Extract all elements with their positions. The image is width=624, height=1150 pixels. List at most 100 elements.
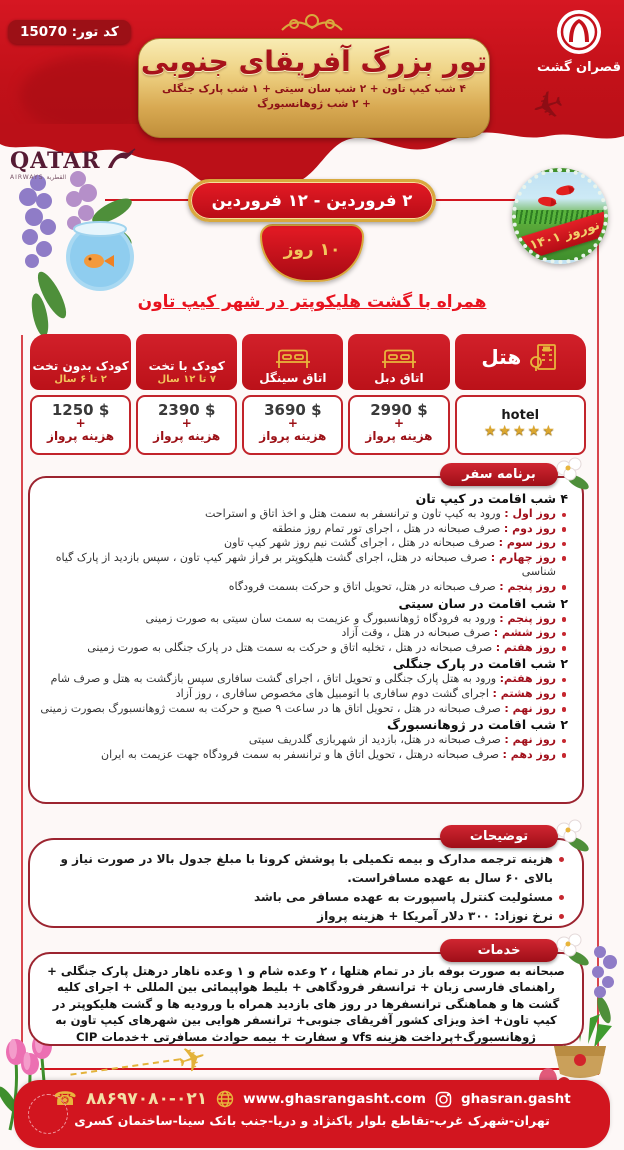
flight-cost-note: هزینه پرواز xyxy=(365,429,433,443)
column-header-single-room: اتاق سینگل xyxy=(242,334,344,390)
airplane-trail xyxy=(70,1058,180,1076)
phone-number[interactable]: ۸۸۶۹۷۰۸۰-۰۲۱ xyxy=(85,1089,208,1109)
agency-logo-icon xyxy=(557,10,601,54)
price-table: هتل hotel ★★★★★ اتاق دبل xyxy=(30,334,586,455)
side-line-left xyxy=(21,335,23,1045)
itinerary-day: روز نهم : صرف صبحانه در هتل ، تحویل اتاق… xyxy=(40,702,568,717)
itinerary-group-title: ۴ شب اقامت در کیپ تان xyxy=(415,491,568,506)
itinerary-section: برنامه سفر ۴ شب اقامت در کیپ تان روز اول… xyxy=(28,457,589,804)
flower-icon xyxy=(556,819,589,852)
hotel-name: hotel xyxy=(501,408,540,423)
tour-subtitle-line1: ۴ شب کیپ تاون + ۲ شب سان سیتی + ۱ شب پار… xyxy=(162,83,466,95)
website-link[interactable]: www.ghasrangasht.com xyxy=(243,1091,426,1107)
child-with-bed-age: ۷ تا ۱۲ سال xyxy=(157,374,216,385)
price-child-nobed: 1250 $ xyxy=(51,401,110,419)
flight-cost-note: هزینه پرواز xyxy=(259,429,327,443)
note-item: نرخ نوزاد: ۳۰۰ دلار آمریکا + هزینه پرواز xyxy=(42,907,566,926)
star-rating: ★★★★★ xyxy=(483,423,557,439)
column-header-child-no-bed: کودک بدون تخت ۲ تا ۶ سال xyxy=(30,334,132,390)
tour-title: تور بزرگ آفریقای جنوبی xyxy=(140,45,488,78)
plus-sign: + xyxy=(287,416,298,430)
agency-name: قصران گشت xyxy=(536,60,622,75)
footer-divider-line xyxy=(40,1068,584,1070)
itinerary-day: روز دهم : صرف صبحانه درهتل ، تحویل اتاق … xyxy=(40,748,568,763)
itinerary-day: روز هفتم: ورود به هتل پارک جنگلی و تحویل… xyxy=(40,672,568,687)
side-line-right xyxy=(597,233,599,1075)
notes-section: توضیحات هزینه ترجمه مدارک و بیمه تکمیلی … xyxy=(28,819,589,928)
notes-box: هزینه ترجمه مدارک و بیمه تکمیلی با پوشش … xyxy=(28,838,584,928)
plus-sign: + xyxy=(181,416,192,430)
table-column-double: اتاق دبل 2990 $ + هزینه پرواز xyxy=(348,334,450,455)
price-cell-double: 2990 $ + هزینه پرواز xyxy=(348,395,450,455)
itinerary-day: روز سوم : صرف صبحانه در هتل ، اجرای گشت … xyxy=(40,536,568,551)
itinerary-day: روز اول : ورود به کیپ تاون و ترانسفر به … xyxy=(40,507,568,522)
hotel-name-cell: hotel ★★★★★ xyxy=(454,395,586,455)
qatar-airways-subtext: AIRWAYS القطرية xyxy=(10,174,67,181)
child-with-bed-label: کودک با تخت xyxy=(148,359,225,373)
tour-code-badge: کد تور: 15070 xyxy=(8,20,131,44)
flower-icon xyxy=(556,457,589,490)
globe-icon xyxy=(216,1090,234,1108)
bed-icon xyxy=(381,349,416,368)
price-cell-child-bed: 2390 $ + هزینه پرواز xyxy=(136,395,238,455)
itinerary-day: روز دوم : صرف صبحانه در هتل ، اجرای تور … xyxy=(40,522,568,537)
price-double: 2990 $ xyxy=(370,401,428,419)
qatar-airways-logo: QATAR AIRWAYS القطرية xyxy=(10,148,140,181)
itinerary-box: ۴ شب اقامت در کیپ تان روز اول : ورود به … xyxy=(28,476,584,804)
flight-cost-note: هزینه پرواز xyxy=(153,429,221,443)
spring-flowers-decoration xyxy=(19,171,134,335)
tour-subtitle: ۴ شب کیپ تاون + ۲ شب سان سیتی + ۱ شب پار… xyxy=(139,82,489,112)
column-header-hotel: هتل xyxy=(454,334,586,390)
title-banner: تور بزرگ آفریقای جنوبی ۴ شب کیپ تاون + ۲… xyxy=(138,38,490,138)
hotel-header-label: هتل xyxy=(481,345,522,369)
itinerary-day: روز پنجم : صرف صبحانه در هتل، تحویل اتاق… xyxy=(40,580,568,595)
plus-sign: + xyxy=(75,416,86,430)
table-column-hotel: هتل hotel ★★★★★ xyxy=(454,334,586,455)
oryx-icon xyxy=(108,148,136,168)
dashed-circle-decoration xyxy=(28,1094,68,1134)
child-no-bed-label: کودک بدون تخت xyxy=(32,359,129,373)
address: تهران-شهرک غرب-تقاطع بلوار پاکنژاد و دری… xyxy=(74,1113,550,1128)
column-header-double-room: اتاق دبل xyxy=(348,334,450,390)
note-item: هزینه ترجمه مدارک و بیمه تکمیلی با پوشش … xyxy=(42,850,566,888)
itinerary-day: روز ششم : صرف صبحانه در هتل ، وقت آزاد xyxy=(40,626,568,641)
itinerary-badge: برنامه سفر xyxy=(440,463,558,486)
table-column-child-bed: کودک با تخت ۷ تا ۱۲ سال 2390 $ + هزینه پ… xyxy=(136,334,238,455)
contact-row: ☎ ۸۸۶۹۷۰۸۰-۰۲۱ www.ghasrangasht.com ghas… xyxy=(14,1089,610,1109)
header-wave-edge xyxy=(0,124,624,192)
header-ornament xyxy=(281,14,343,31)
instagram-handle[interactable]: ghasran.gasht xyxy=(460,1091,571,1107)
goldfish-icon xyxy=(537,195,557,208)
bed-icon xyxy=(275,349,310,368)
notes-badge: توضیحات xyxy=(440,825,558,848)
double-room-label: اتاق دبل xyxy=(374,371,424,385)
qatar-wordmark: QATAR xyxy=(10,148,101,174)
footer: ☎ ۸۸۶۹۷۰۸۰-۰۲۱ www.ghasrangasht.com ghas… xyxy=(14,1080,610,1148)
itinerary-group-title: ۲ شب اقامت در پارک جنگلی xyxy=(392,656,568,672)
child-no-bed-age: ۲ تا ۶ سال xyxy=(54,374,107,385)
itinerary-group-title: ۲ شب اقامت در سان سیتی xyxy=(398,595,568,611)
services-badge: خدمات xyxy=(440,939,558,962)
services-box: صبحانه به صورت بوفه باز در تمام هتلها ، … xyxy=(28,952,584,1046)
duration-badge: ۱۰ روز xyxy=(260,224,364,282)
hotel-icon xyxy=(530,344,557,371)
tour-subtitle-line2: + ۲ شب ژوهانسبورگ xyxy=(257,98,371,110)
itinerary-day: روز هشتم : اجرای گشت دوم سافاری با اتومب… xyxy=(40,687,568,702)
itinerary-day: روز هفتم : صرف صبحانه در هتل ، تخلیه اتا… xyxy=(40,641,568,656)
services-text: صبحانه به صورت بوفه باز در تمام هتلها ، … xyxy=(47,964,565,1044)
headline: همراه با گشت هلیکوپتر در شهر کیپ تاون xyxy=(137,292,487,312)
instagram-icon xyxy=(435,1091,452,1107)
plus-sign: + xyxy=(393,416,404,430)
table-column-child-nobed: کودک بدون تخت ۲ تا ۶ سال 1250 $ + هزینه … xyxy=(30,334,132,455)
single-room-label: اتاق سینگل xyxy=(259,371,327,385)
flower-icon xyxy=(556,933,589,966)
itinerary-day: روز چهارم : صرف صبحانه در هتل، اجرای گشت… xyxy=(40,551,568,580)
itinerary-day: روز پنجم : ورود به فرودگاه ژوهانسبورگ و … xyxy=(40,612,568,627)
price-cell-single: 3690 $ + هزینه پرواز xyxy=(242,395,344,455)
itinerary-group-title: ۲ شب اقامت در ژوهانسبورگ xyxy=(387,717,568,733)
flight-cost-note: هزینه پرواز xyxy=(47,429,115,443)
goldfish-icon xyxy=(555,184,575,197)
price-single: 3690 $ xyxy=(264,401,322,419)
nowruz-badge: نوروز ۱۴۰۱ xyxy=(512,168,608,264)
